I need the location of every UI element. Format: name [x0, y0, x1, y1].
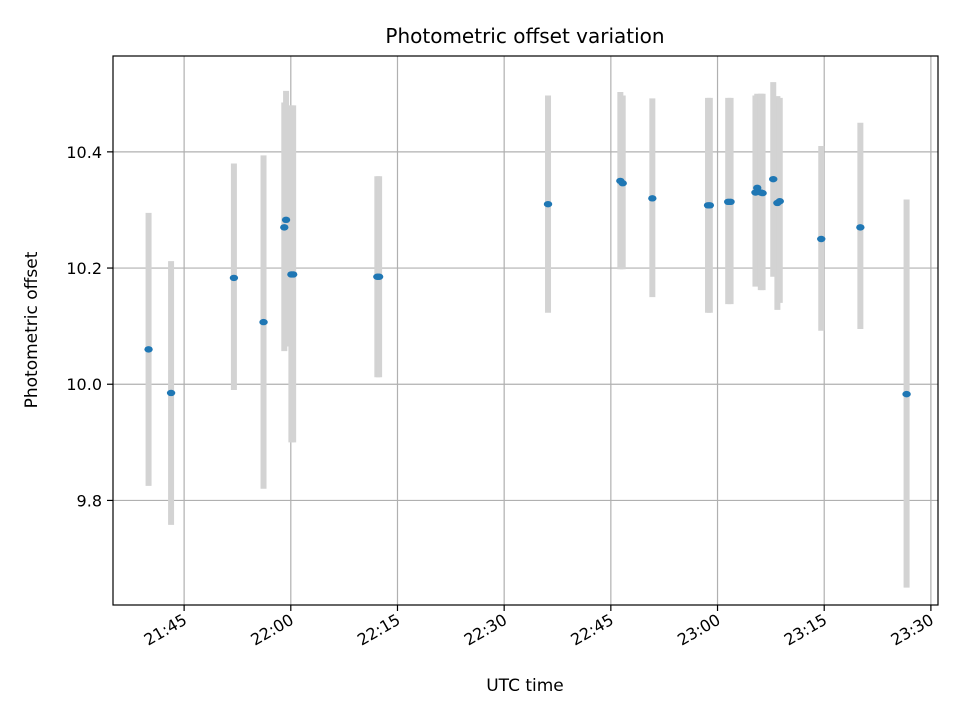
y-tick-label: 10.0: [66, 375, 102, 394]
data-point: [618, 180, 627, 187]
data-point: [856, 224, 865, 231]
data-point: [817, 235, 826, 243]
data-point: [902, 390, 911, 398]
data-point: [753, 184, 762, 192]
plot-frame: [112, 55, 939, 606]
x-tick-label: 23:00: [674, 610, 723, 650]
x-tick-label: 22:15: [354, 610, 403, 650]
data-point: [648, 195, 657, 202]
data-point: [758, 189, 767, 197]
data-point: [166, 389, 176, 397]
data-point: [259, 318, 268, 326]
y-tick-label: 9.8: [77, 491, 102, 510]
x-tick-label: 21:45: [141, 610, 190, 650]
y-axis: 9.8 10.0 10.2 10.4: [66, 143, 113, 510]
data-point: [726, 198, 735, 206]
x-tick-label: 22:45: [567, 610, 616, 650]
y-tick-label: 10.2: [66, 259, 102, 278]
data-point: [144, 346, 153, 353]
data-point: [288, 271, 298, 278]
x-tick-label: 23:15: [781, 610, 830, 650]
y-axis-label: Photometric offset: [22, 251, 42, 408]
plot-area: [113, 56, 938, 605]
x-tick-label: 22:30: [461, 610, 510, 650]
data-point: [775, 198, 784, 205]
data-points: [144, 175, 911, 398]
data-point: [705, 202, 715, 209]
data-point: [229, 274, 239, 282]
x-tick-label: 23:30: [887, 610, 936, 650]
data-point: [281, 216, 291, 224]
x-axis-label: UTC time: [486, 676, 564, 696]
data-point: [769, 175, 778, 183]
data-point: [374, 273, 384, 280]
chart-title: Photometric offset variation: [385, 24, 664, 48]
x-tick-label: 22:00: [247, 610, 296, 650]
data-point: [280, 224, 289, 231]
x-axis: 21:45 22:00 22:15 22:30 22:45 23:00 23:15 23:30: [141, 605, 937, 650]
y-tick-label: 10.4: [66, 143, 102, 162]
data-point: [543, 200, 553, 208]
